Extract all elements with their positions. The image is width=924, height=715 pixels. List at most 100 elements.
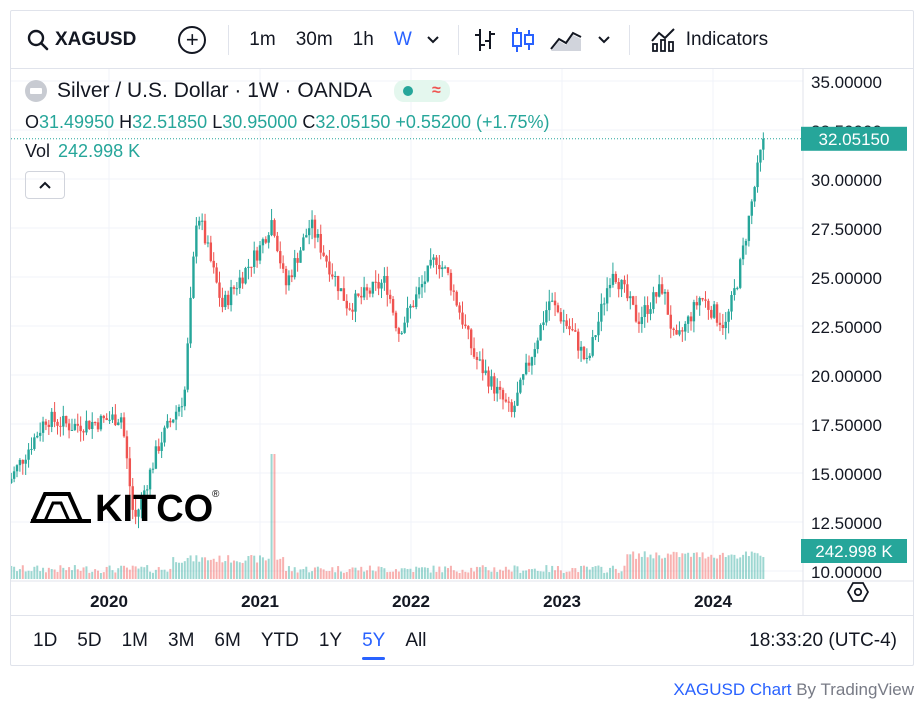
candle-body [550, 300, 554, 302]
candle-body [33, 437, 36, 449]
candle-body [64, 415, 68, 424]
interval-30m[interactable]: 30m [295, 28, 333, 50]
volume-bar [39, 571, 42, 579]
range-all[interactable]: All [405, 629, 427, 651]
attribution-symbol-link[interactable]: XAGUSD Chart [673, 680, 792, 699]
range-5y[interactable]: 5Y [362, 629, 386, 660]
candle-body [157, 446, 160, 451]
candle-body [374, 281, 377, 283]
area-chart-type-icon[interactable] [549, 11, 583, 68]
price-chart[interactable]: 35.0000032.5000030.0000027.5000025.00000… [11, 69, 913, 615]
candle-body [666, 291, 670, 315]
volume-bar [435, 571, 438, 579]
candle-body [556, 305, 560, 313]
candle-body [108, 419, 111, 421]
candle-body [689, 316, 693, 322]
volume-bar [65, 570, 68, 579]
market-status-badge[interactable]: ≈ [394, 80, 451, 102]
candle-body [565, 320, 568, 327]
volume-bar [259, 555, 261, 579]
time-axis-label: 2020 [90, 592, 128, 611]
price-tick-label: 27.50000 [811, 220, 882, 239]
compare-add-icon[interactable]: + [178, 25, 207, 54]
indicators-button[interactable]: Indicators [650, 11, 768, 68]
volume-bar [574, 568, 577, 579]
volume-bar [368, 565, 371, 579]
candle-body [623, 279, 626, 285]
candlestick-chart-type-icon[interactable] [511, 11, 535, 68]
volume-bar [120, 565, 123, 579]
interval-w[interactable]: W [393, 28, 412, 50]
volume-bar [299, 569, 302, 579]
volume-bar [727, 555, 730, 579]
interval-1h[interactable]: 1h [352, 28, 374, 50]
candle-body [279, 251, 282, 264]
range-3m[interactable]: 3M [168, 629, 195, 651]
range-6m[interactable]: 6M [214, 629, 241, 651]
candle-body [759, 149, 762, 163]
volume-bar [449, 565, 452, 579]
range-1m[interactable]: 1M [121, 629, 148, 651]
candle-body [652, 292, 655, 310]
candle-body [614, 273, 618, 283]
symbol-search[interactable]: XAGUSD [27, 11, 136, 68]
symbol-label: XAGUSD [55, 28, 137, 50]
candle-body [724, 321, 727, 329]
volume-bar [123, 565, 126, 579]
volume-bar [244, 560, 247, 579]
volume-bar [389, 571, 392, 579]
candle-body [484, 370, 487, 374]
chart-settings-button[interactable] [846, 581, 870, 608]
volume-bar [713, 557, 716, 579]
collapse-legend-button[interactable] [25, 171, 65, 199]
candle-body [712, 304, 716, 318]
volume-bar [261, 557, 264, 579]
volume-bar [357, 570, 360, 579]
candle-body [576, 331, 580, 351]
candle-body [435, 257, 438, 265]
candle-body [446, 267, 450, 273]
volume-bar [559, 570, 562, 579]
interval-dropdown-chevron-icon[interactable] [426, 11, 440, 68]
range-1y[interactable]: 1Y [318, 629, 343, 651]
candle-body [472, 348, 476, 357]
attribution[interactable]: XAGUSD Chart By TradingView [673, 680, 914, 700]
candle-body [299, 250, 302, 263]
candle-body [36, 435, 39, 438]
candle-body [328, 261, 331, 275]
volume-bar [313, 567, 316, 579]
registered-mark: ® [212, 489, 220, 500]
candle-body [710, 309, 713, 318]
volume-bar [458, 572, 461, 579]
candle-body [290, 275, 294, 278]
range-ytd[interactable]: YTD [260, 629, 299, 651]
volume-bar [232, 560, 235, 579]
candle-body [527, 362, 531, 366]
candle-body [255, 250, 259, 261]
volume-bar [212, 558, 215, 579]
volume-bar [354, 567, 357, 579]
divider [628, 24, 630, 55]
volume-bar [400, 568, 403, 579]
range-5d[interactable]: 5D [77, 629, 102, 651]
volume-bar [632, 551, 635, 579]
chart-type-dropdown-chevron-icon[interactable] [597, 11, 611, 68]
volume-bar [539, 571, 542, 579]
candle-body [316, 233, 320, 238]
volume-bar [412, 572, 415, 579]
candle-body [493, 376, 496, 394]
candle-body [747, 215, 751, 241]
interval-1m[interactable]: 1m [249, 28, 276, 50]
volume-bar [548, 572, 551, 579]
candle-body [189, 297, 192, 344]
candle-body [203, 220, 207, 244]
range-1d[interactable]: 1D [33, 629, 58, 651]
volume-bar [571, 567, 574, 579]
candle-body [675, 330, 678, 335]
candle-body [354, 293, 357, 312]
timezone-clock[interactable]: 18:33:20 (UTC-4) [749, 630, 897, 651]
candle-body [637, 321, 641, 325]
volume-bar [493, 567, 496, 579]
bar-chart-type-icon[interactable] [473, 11, 497, 68]
candle-body [553, 300, 557, 306]
